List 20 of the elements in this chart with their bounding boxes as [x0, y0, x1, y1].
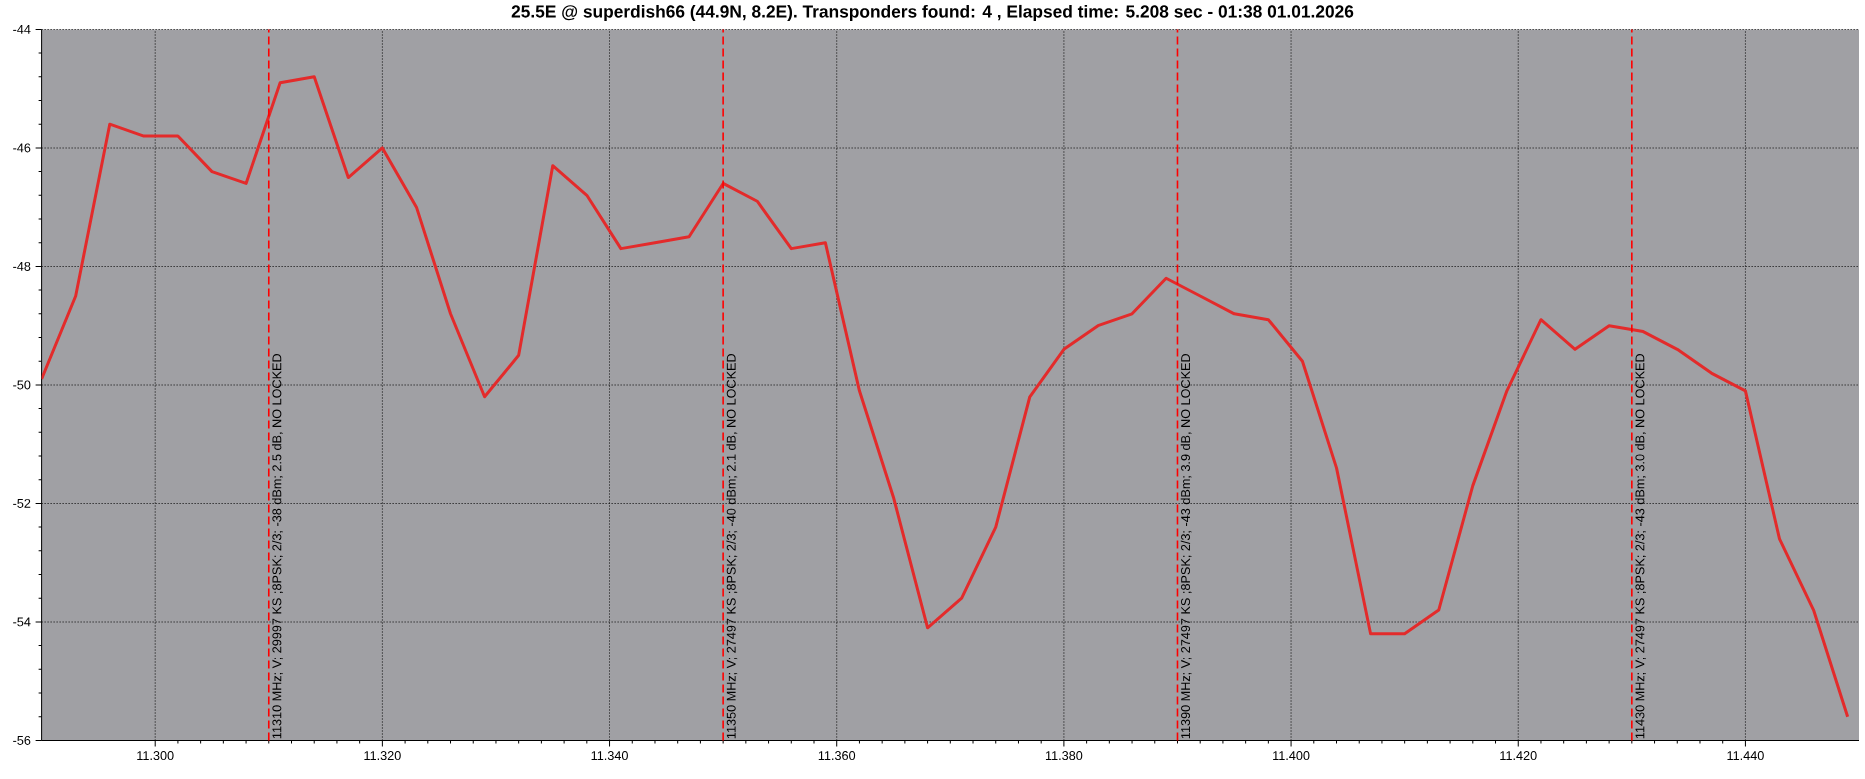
y-tick-label: -56: [13, 735, 31, 745]
chart-title: 25.5E @ superdish66 (44.9N, 8.2E). Transponders found: 4 , Elapsed time: 5.208 sec - 01:38 01.01.2026: [511, 4, 1354, 22]
x-tick-label: 11.400: [1273, 751, 1310, 761]
ref-line-label: 11430 MHz; V; 27497 KS ;8PSK; 2/3; -43 dBm; 3.0 dB, NO LOCKED: [1635, 353, 1646, 739]
y-tick-label: -48: [13, 261, 31, 271]
y-tick-label: -46: [13, 143, 31, 153]
ref-line-label: 11350 MHz; V; 27497 KS ;8PSK; 2/3; -40 dBm; 2.1 dB, NO LOCKED: [726, 353, 738, 739]
y-tick-label: -54: [13, 617, 31, 627]
ref-line-label: 11390 MHz; V; 27497 KS ;8PSK; 2/3; -43 dBm; 3.9 dB, NO LOCKED: [1180, 353, 1192, 739]
y-tick-label: -50: [13, 380, 31, 390]
x-tick-label: 11.320: [364, 751, 401, 761]
x-tick-label: 11.300: [137, 751, 174, 761]
x-tick-label: 11.380: [1045, 751, 1083, 761]
ref-line-label: 11310 MHz; V; 29997 KS ;8PSK; 2/3; -38 dBm; 2.5 dB, NO LOCKED: [272, 353, 283, 739]
y-tick-label: -52: [13, 498, 31, 508]
x-tick-label: 11.440: [1727, 751, 1764, 761]
x-tick-label: 11.420: [1500, 751, 1537, 761]
y-tick-label: -44: [13, 25, 31, 34]
x-tick-label: 11.340: [591, 751, 628, 761]
x-tick-label: 11.360: [818, 751, 856, 761]
